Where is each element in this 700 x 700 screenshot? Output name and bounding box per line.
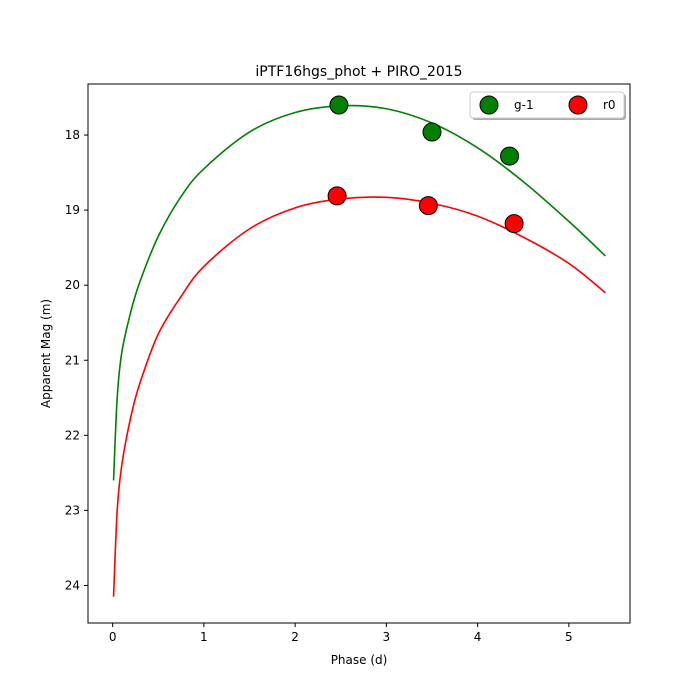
data-point-g-1 — [329, 95, 349, 115]
y-tick-label: 19 — [65, 203, 80, 217]
y-tick-label: 24 — [65, 578, 80, 592]
legend-box — [469, 91, 625, 119]
data-point-r0 — [504, 214, 524, 234]
data-point-g-1 — [422, 122, 442, 142]
data-point-g-1 — [500, 146, 520, 166]
y-axis-label: Apparent Mag (m) — [39, 299, 53, 408]
legend-marker-g-1 — [479, 95, 499, 115]
data-point-r0 — [418, 196, 438, 216]
plot-area — [87, 83, 631, 624]
x-tick-label: 0 — [109, 630, 117, 644]
y-tick-label: 21 — [65, 353, 80, 367]
x-tick-label: 5 — [565, 630, 573, 644]
chart-title: iPTF16hgs_phot + PIRO_2015 — [255, 64, 462, 80]
x-tick-label: 1 — [200, 630, 208, 644]
y-tick-label: 18 — [65, 128, 80, 142]
x-tick-label: 2 — [291, 630, 299, 644]
legend: g-1 r0 — [469, 91, 626, 120]
x-axis: 0 1 2 3 4 5 — [109, 623, 573, 644]
model-curve-r0 — [112, 196, 606, 597]
legend-label-r0: r0 — [603, 98, 616, 112]
y-axis: 18 19 20 21 22 23 24 — [65, 128, 88, 592]
axes-frame — [87, 83, 631, 624]
data-points — [327, 95, 524, 234]
model-curves — [112, 104, 606, 597]
x-axis-label: Phase (d) — [331, 653, 388, 667]
y-tick-label: 20 — [65, 278, 80, 292]
x-tick-label: 4 — [474, 630, 482, 644]
y-tick-label: 23 — [65, 503, 80, 517]
model-curve-g-1 — [112, 104, 606, 481]
legend-label-g-1: g-1 — [514, 98, 534, 112]
data-point-r0 — [327, 186, 347, 206]
x-tick-label: 3 — [383, 630, 391, 644]
y-tick-label: 22 — [65, 428, 80, 442]
legend-marker-r0 — [568, 95, 588, 115]
